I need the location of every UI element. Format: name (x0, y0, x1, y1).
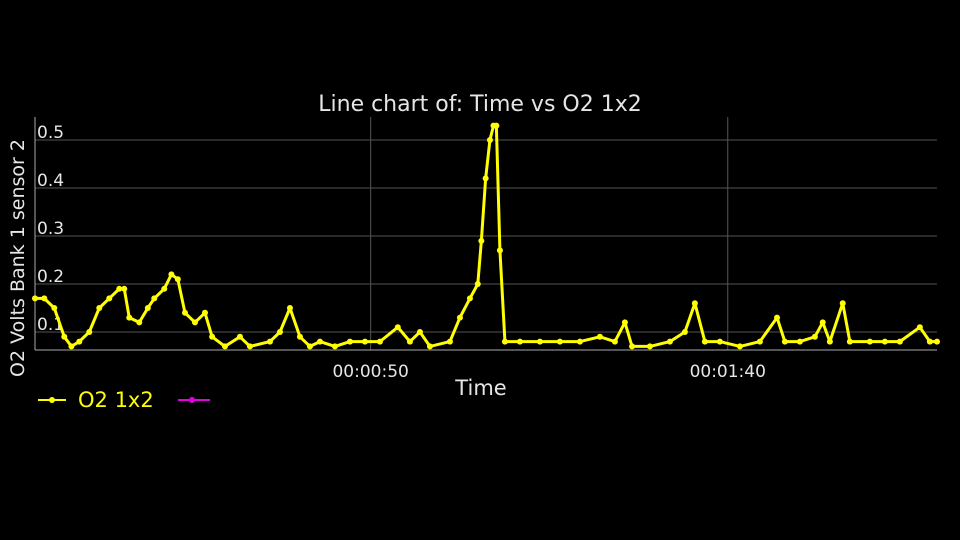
data-point (416, 329, 423, 336)
data-point (536, 338, 543, 345)
data-point (516, 338, 523, 345)
data-point (296, 333, 303, 340)
data-point (316, 338, 323, 345)
data-point (346, 338, 353, 345)
data-point (361, 338, 368, 345)
legend-marker (189, 397, 195, 403)
data-point (621, 319, 628, 326)
y-tick-label: 0.3 (37, 219, 64, 239)
data-point (161, 285, 168, 292)
data-point (576, 338, 583, 345)
data-point (276, 329, 283, 336)
data-point (881, 338, 888, 345)
y-tick-label: 0.5 (37, 123, 64, 143)
legend-label: O2 1x2 (78, 388, 154, 412)
data-point (796, 338, 803, 345)
data-point (736, 343, 743, 350)
data-point (306, 343, 313, 350)
data-point (501, 338, 508, 345)
data-point (136, 319, 143, 326)
data-point (51, 305, 58, 312)
data-point (691, 300, 698, 307)
data-point (474, 281, 481, 288)
data-point (482, 175, 489, 182)
data-point (106, 295, 113, 302)
x-tick-label: 00:01:40 (690, 362, 766, 382)
data-point (426, 343, 433, 350)
data-point (493, 122, 500, 129)
y-tick-label: 0.2 (37, 267, 64, 287)
data-point (394, 324, 401, 331)
data-point (236, 333, 243, 340)
data-point (266, 338, 273, 345)
data-point (486, 137, 493, 144)
data-point (126, 314, 133, 321)
data-point (556, 338, 563, 345)
data-point (926, 338, 933, 345)
x-axis-title: Time (454, 376, 506, 400)
data-point (846, 338, 853, 345)
data-point (41, 295, 48, 302)
data-point (331, 343, 338, 350)
data-point (174, 276, 181, 283)
data-point (68, 343, 75, 350)
data-point (781, 338, 788, 345)
data-point (701, 338, 708, 345)
data-point (376, 338, 383, 345)
data-point (209, 333, 216, 340)
data-point (286, 305, 293, 312)
data-point (478, 237, 485, 244)
data-point (96, 305, 103, 312)
data-point (646, 343, 653, 350)
data-point (716, 338, 723, 345)
data-point (681, 329, 688, 336)
data-point (32, 295, 38, 302)
data-point (201, 309, 208, 316)
data-point (611, 338, 618, 345)
legend: O2 1x2 (38, 388, 210, 412)
series (32, 122, 940, 350)
data-point (86, 329, 93, 336)
y-axis-title: O2 Volts Bank 1 sensor 2 (7, 139, 29, 377)
data-point (76, 338, 83, 345)
data-point (896, 338, 903, 345)
data-point (756, 338, 763, 345)
data-point (819, 319, 826, 326)
data-point (596, 333, 603, 340)
data-point (496, 247, 503, 254)
data-point (181, 309, 188, 316)
data-point (466, 295, 473, 302)
data-point (811, 333, 818, 340)
data-point (866, 338, 873, 345)
data-point (774, 314, 781, 321)
y-tick-label: 0.4 (37, 171, 64, 191)
data-point (839, 300, 846, 307)
data-point (168, 271, 175, 278)
data-point (61, 333, 68, 340)
data-point (191, 319, 198, 326)
data-point (446, 338, 453, 345)
data-point (456, 314, 463, 321)
data-point (246, 343, 253, 350)
data-point (826, 338, 833, 345)
data-point (916, 324, 923, 331)
data-point (144, 305, 151, 312)
data-point (406, 338, 413, 345)
data-point (151, 295, 158, 302)
data-point (116, 285, 123, 292)
x-tick-label: 00:00:50 (332, 362, 408, 382)
data-point (121, 285, 128, 292)
data-point (221, 343, 228, 350)
data-point (666, 338, 673, 345)
chart-title: Line chart of: Time vs O2 1x2 (318, 92, 641, 117)
data-point (934, 338, 940, 345)
data-point (629, 343, 636, 350)
legend-marker (49, 397, 55, 403)
